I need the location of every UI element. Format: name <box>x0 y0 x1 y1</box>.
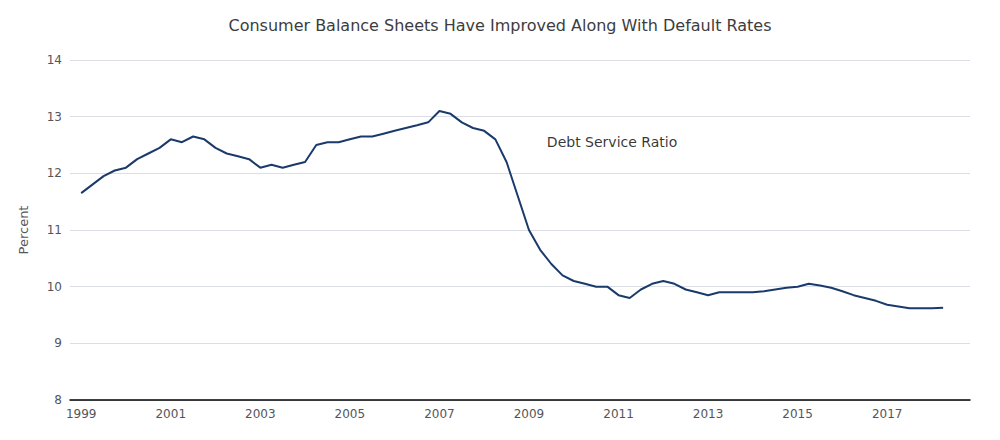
svg-text:2017: 2017 <box>872 407 903 421</box>
svg-text:10: 10 <box>47 280 62 294</box>
svg-text:2001: 2001 <box>155 407 186 421</box>
svg-text:2005: 2005 <box>335 407 366 421</box>
svg-text:Percent: Percent <box>16 206 31 255</box>
svg-text:13: 13 <box>47 110 62 124</box>
svg-text:2003: 2003 <box>245 407 276 421</box>
svg-text:12: 12 <box>47 166 62 180</box>
svg-text:Consumer Balance Sheets Have I: Consumer Balance Sheets Have Improved Al… <box>228 16 771 35</box>
svg-text:2011: 2011 <box>603 407 634 421</box>
svg-text:2007: 2007 <box>424 407 455 421</box>
svg-text:1999: 1999 <box>66 407 97 421</box>
svg-text:2013: 2013 <box>693 407 724 421</box>
svg-text:8: 8 <box>54 393 62 407</box>
svg-text:9: 9 <box>54 336 62 350</box>
svg-text:Debt Service Ratio: Debt Service Ratio <box>547 134 677 150</box>
svg-text:2009: 2009 <box>514 407 545 421</box>
svg-text:14: 14 <box>47 53 62 67</box>
svg-text:2015: 2015 <box>782 407 813 421</box>
svg-text:11: 11 <box>47 223 62 237</box>
